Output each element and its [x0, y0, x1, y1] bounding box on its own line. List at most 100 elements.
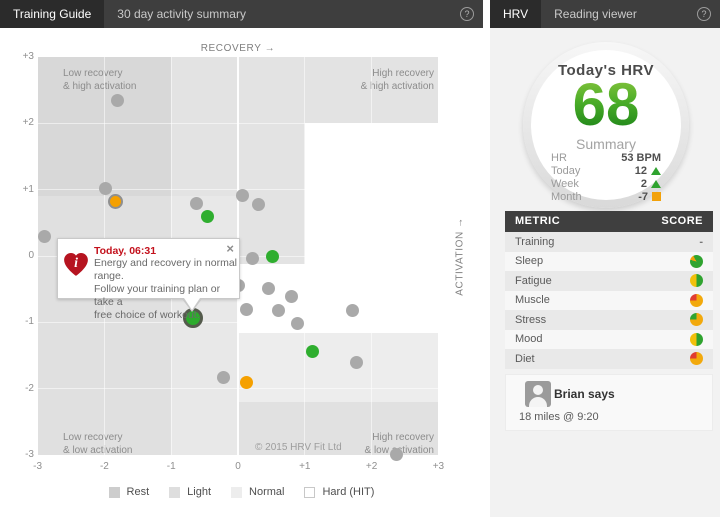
- data-point[interactable]: [346, 303, 360, 317]
- gridline: [304, 57, 306, 455]
- hrv-gauge-content: Today's HRV 68 Summary HR 53 BPM Today 12 We…: [523, 42, 689, 208]
- legend-item: Rest: [108, 486, 150, 498]
- gridline: [38, 122, 438, 124]
- info-heart-icon: i: [64, 253, 88, 276]
- score-pie-icon: [690, 352, 703, 366]
- data-point[interactable]: [37, 230, 51, 244]
- metric-row[interactable]: Training -: [505, 232, 713, 252]
- data-point[interactable]: [349, 356, 363, 370]
- gauge-row-label: Today: [551, 164, 581, 177]
- chart-zone: [171, 57, 238, 197]
- metric-column-header: METRIC: [515, 215, 561, 227]
- left-titlebar: Training Guide 30 day activity summary ?: [0, 0, 483, 28]
- data-point[interactable]: [272, 303, 286, 317]
- legend-label: Hard (HIT): [322, 486, 375, 498]
- metric-row[interactable]: Diet: [505, 349, 713, 369]
- data-point[interactable]: [284, 289, 298, 303]
- tooltip-title: Today, 06:31: [94, 245, 157, 257]
- score-pie-icon: [690, 254, 703, 268]
- legend-label: Rest: [126, 486, 150, 498]
- data-point[interactable]: [108, 194, 124, 210]
- tooltip-pointer-fill: [184, 298, 200, 310]
- gauge-row: Week 2: [551, 177, 661, 190]
- gridline: [371, 57, 373, 455]
- trend-up-icon: [651, 166, 661, 175]
- data-point[interactable]: [290, 317, 304, 331]
- gauge-row-value: 53 BPM: [621, 152, 661, 164]
- legend-swatch: [231, 486, 243, 498]
- metric-label: Diet: [515, 352, 535, 365]
- tooltip-body: Energy and recovery in normal range. Foll…: [94, 257, 237, 321]
- data-point[interactable]: [251, 197, 265, 211]
- y-tick-label: +3: [22, 51, 34, 63]
- data-point[interactable]: [190, 197, 204, 211]
- data-point[interactable]: [111, 93, 125, 107]
- legend-label: Light: [187, 486, 212, 498]
- metric-row[interactable]: Mood: [505, 329, 713, 349]
- trend-flat-icon: [652, 192, 661, 201]
- help-icon[interactable]: ?: [697, 7, 711, 21]
- user-avatar-icon: [525, 381, 551, 407]
- gauge-row-number: 12: [634, 164, 647, 177]
- metric-label: Training: [515, 235, 555, 248]
- close-icon[interactable]: ×: [226, 241, 234, 256]
- tab-hrv[interactable]: HRV: [490, 0, 542, 28]
- x-tick-label: +2: [365, 461, 378, 472]
- data-point[interactable]: [390, 447, 404, 461]
- metric-row[interactable]: Stress: [505, 310, 713, 330]
- intensity-legend: Rest Light Normal Hard (HIT): [0, 486, 483, 498]
- gauge-row-value: 2: [641, 178, 661, 190]
- chart-zone: [238, 401, 439, 455]
- hrv-panel: HRV Reading viewer ? Today's HRV 68 Summ…: [490, 0, 720, 517]
- gauge-row-label: Week: [551, 177, 579, 190]
- gauge-row-label: HR: [551, 151, 567, 164]
- x-tick-label: +3: [432, 461, 445, 472]
- gauge-row-value: -7: [638, 191, 661, 203]
- help-icon[interactable]: ?: [460, 7, 474, 21]
- y-tick-label: +2: [22, 117, 34, 129]
- score-pie-icon: [690, 274, 703, 288]
- metric-row[interactable]: Sleep: [505, 251, 713, 271]
- x-axis-title: RECOVERY →: [200, 43, 276, 54]
- gauge-row: Month -7: [551, 190, 661, 203]
- data-point[interactable]: [98, 181, 112, 195]
- data-point[interactable]: [305, 344, 319, 358]
- gauge-row-number: 2: [640, 177, 647, 190]
- metric-label: Fatigue: [515, 274, 552, 287]
- data-point[interactable]: [217, 370, 231, 384]
- metric-row[interactable]: Muscle: [505, 290, 713, 310]
- data-point[interactable]: [246, 252, 260, 266]
- comment-text: 18 miles @ 9:20: [519, 411, 599, 423]
- legend-item: Hard (HIT): [304, 486, 374, 498]
- quadrant-label-top-left: Low recovery & high activation: [63, 68, 137, 92]
- trend-up-icon: [651, 179, 661, 188]
- data-point[interactable]: [240, 303, 254, 317]
- hrv-gauge-face: [531, 50, 681, 200]
- data-point[interactable]: [265, 250, 279, 264]
- right-titlebar-title: Reading viewer: [554, 7, 637, 21]
- legend-item: Normal: [231, 486, 284, 498]
- chart-zone: [238, 57, 439, 124]
- data-point[interactable]: [240, 376, 254, 390]
- y-tick-label: 0: [28, 250, 34, 261]
- comment-author: Brian says: [554, 387, 615, 401]
- legend-swatch: [108, 486, 120, 498]
- gauge-row-label: Month: [551, 190, 582, 203]
- metric-table-header: METRIC SCORE: [505, 211, 713, 232]
- today-info-tooltip: i Today, 06:31 Energy and recovery in no…: [57, 238, 240, 321]
- chart-zone: [238, 123, 305, 264]
- metric-row[interactable]: Fatigue: [505, 271, 713, 291]
- gauge-title: Today's HRV: [557, 62, 655, 79]
- data-point[interactable]: [201, 209, 215, 223]
- tab-training-guide[interactable]: Training Guide: [0, 0, 105, 28]
- x-tick-label: -3: [33, 461, 43, 472]
- comment-card[interactable]: Brian says 18 miles @ 9:20: [505, 374, 713, 431]
- gauge-row-number: -7: [638, 190, 648, 203]
- metric-label: Muscle: [515, 294, 550, 307]
- data-point[interactable]: [261, 281, 275, 295]
- data-point[interactable]: [236, 189, 250, 203]
- gauge-row: Today 12: [551, 164, 661, 177]
- y-tick-label: -1: [25, 316, 34, 328]
- y-tick-label: -2: [25, 382, 34, 394]
- gauge-row-value: 12: [635, 165, 661, 177]
